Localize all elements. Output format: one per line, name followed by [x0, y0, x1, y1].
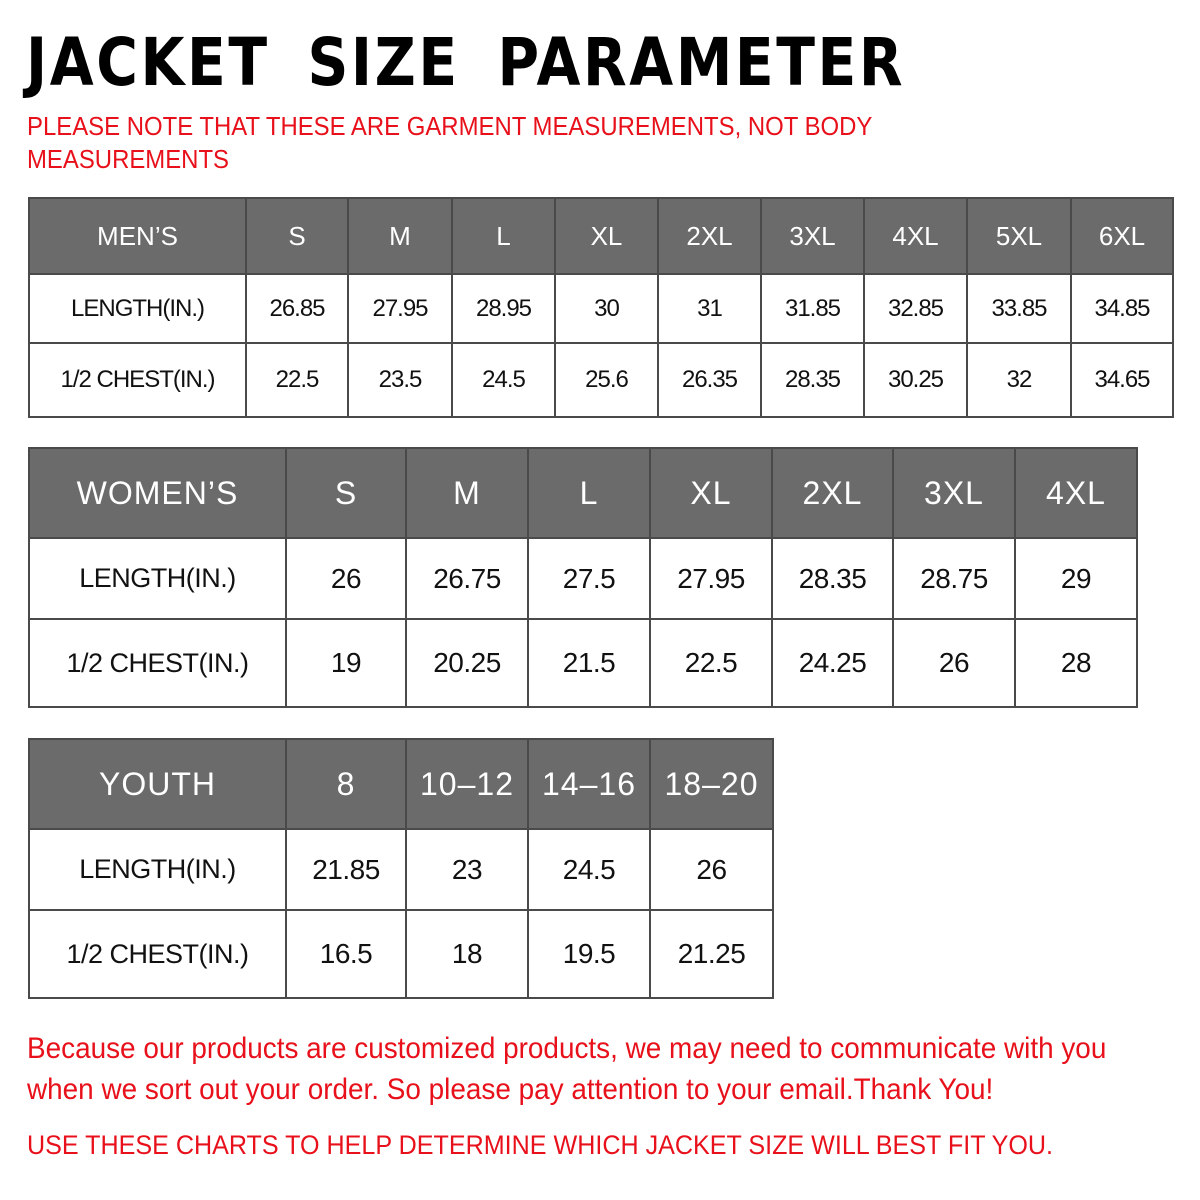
size-header: XL — [554, 197, 659, 275]
measurement-cell: 30.25 — [863, 342, 968, 418]
measurement-cell: 26.85 — [245, 273, 349, 344]
notice-line-1: Because our products are customized prod… — [27, 1032, 1107, 1065]
page-title: JACKET SIZE PARAMETER — [26, 24, 906, 101]
size-header: 4XL — [863, 197, 968, 275]
row-label: LENGTH(IN.) — [28, 273, 247, 344]
measurement-cell: 34.65 — [1070, 342, 1174, 418]
table-row: LENGTH(IN.) 26 26.75 27.5 27.95 28.35 28.75 29 — [28, 537, 1138, 620]
measurement-cell: 26 — [649, 828, 774, 911]
size-header: S — [245, 197, 349, 275]
measurement-note: PLEASE NOTE THAT THESE ARE GARMENT MEASU… — [27, 111, 872, 174]
table-row: 1/2 CHEST(IN.) 19 20.25 21.5 22.5 24.25 26 28 — [28, 618, 1138, 708]
measurement-cell: 28.95 — [451, 273, 556, 344]
size-header: 2XL — [657, 197, 762, 275]
measurement-cell: 21.25 — [649, 909, 774, 999]
measurement-cell: 28.35 — [760, 342, 865, 418]
youth-size-table: YOUTH 8 10–12 14–16 18–20 LENGTH(IN.) 21.85 23 2… — [28, 738, 774, 999]
mens-size-table: MEN’S S M L XL 2XL 3XL 4XL 5XL 6XL LENGTH(IN.) 26.8… — [28, 197, 1174, 418]
measurement-cell: 28.75 — [892, 537, 1016, 620]
measurement-cell: 31 — [657, 273, 762, 344]
womens-size-table: WOMEN’S S M L XL 2XL 3XL 4XL LENGTH(IN.) 26 26.75 2… — [28, 447, 1138, 708]
measurement-cell: 33.85 — [966, 273, 1072, 344]
row-label: 1/2 CHEST(IN.) — [28, 618, 287, 708]
size-header: M — [347, 197, 453, 275]
table-row: 1/2 CHEST(IN.) 22.5 23.5 24.5 25.6 26.35 28.35… — [28, 342, 1174, 418]
measurement-cell: 25.6 — [554, 342, 659, 418]
measurement-cell: 21.85 — [285, 828, 407, 911]
size-header: 3XL — [760, 197, 865, 275]
measurement-cell: 22.5 — [245, 342, 349, 418]
size-header: 18–20 — [649, 738, 774, 830]
measurement-cell: 26.75 — [405, 537, 529, 620]
size-header: 10–12 — [405, 738, 529, 830]
measurement-cell: 23 — [405, 828, 529, 911]
header-row: MEN’S S M L XL 2XL 3XL 4XL 5XL 6XL — [28, 197, 1174, 275]
row-label: 1/2 CHEST(IN.) — [28, 909, 287, 999]
measurement-cell: 29 — [1014, 537, 1138, 620]
size-header: L — [527, 447, 651, 539]
size-header: 5XL — [966, 197, 1072, 275]
measurement-cell: 24.5 — [527, 828, 651, 911]
size-header: L — [451, 197, 556, 275]
table-row: LENGTH(IN.) 21.85 23 24.5 26 — [28, 828, 774, 911]
header-row: WOMEN’S S M L XL 2XL 3XL 4XL — [28, 447, 1138, 539]
measurement-cell: 24.5 — [451, 342, 556, 418]
measurement-cell: 24.25 — [771, 618, 894, 708]
measurement-cell: 30 — [554, 273, 659, 344]
category-header: YOUTH — [28, 738, 287, 830]
measurement-cell: 27.95 — [649, 537, 773, 620]
measurement-cell: 26 — [285, 537, 407, 620]
measurement-cell: 32.85 — [863, 273, 968, 344]
size-chart-hint: USE THESE CHARTS TO HELP DETERMINE WHICH… — [27, 1130, 1054, 1160]
category-header: WOMEN’S — [28, 447, 287, 539]
row-label: LENGTH(IN.) — [28, 537, 287, 620]
measurement-cell: 20.25 — [405, 618, 529, 708]
customization-notice: Because our products are customized prod… — [27, 1028, 1106, 1110]
measurement-cell: 21.5 — [527, 618, 651, 708]
measurement-cell: 28.35 — [771, 537, 894, 620]
size-header: 14–16 — [527, 738, 651, 830]
measurement-cell: 22.5 — [649, 618, 773, 708]
size-header: 8 — [285, 738, 407, 830]
size-header: 3XL — [892, 447, 1016, 539]
notice-line-2: when we sort out your order. So please p… — [27, 1073, 994, 1106]
measurement-cell: 26.35 — [657, 342, 762, 418]
size-header: 6XL — [1070, 197, 1174, 275]
size-header: XL — [649, 447, 773, 539]
table-row: LENGTH(IN.) 26.85 27.95 28.95 30 31 31.85 32.85… — [28, 273, 1174, 344]
header-row: YOUTH 8 10–12 14–16 18–20 — [28, 738, 774, 830]
measurement-cell: 23.5 — [347, 342, 453, 418]
size-header: M — [405, 447, 529, 539]
measurement-cell: 28 — [1014, 618, 1138, 708]
measurement-cell: 19 — [285, 618, 407, 708]
measurement-cell: 26 — [892, 618, 1016, 708]
measurement-cell: 31.85 — [760, 273, 865, 344]
measurement-cell: 19.5 — [527, 909, 651, 999]
size-header: 2XL — [771, 447, 894, 539]
measurement-cell: 32 — [966, 342, 1072, 418]
size-header: 4XL — [1014, 447, 1138, 539]
size-header: S — [285, 447, 407, 539]
table-row: 1/2 CHEST(IN.) 16.5 18 19.5 21.25 — [28, 909, 774, 999]
measurement-cell: 27.95 — [347, 273, 453, 344]
measurement-cell: 27.5 — [527, 537, 651, 620]
measurement-cell: 34.85 — [1070, 273, 1174, 344]
row-label: 1/2 CHEST(IN.) — [28, 342, 247, 418]
row-label: LENGTH(IN.) — [28, 828, 287, 911]
measurement-cell: 18 — [405, 909, 529, 999]
category-header: MEN’S — [28, 197, 247, 275]
measurement-cell: 16.5 — [285, 909, 407, 999]
